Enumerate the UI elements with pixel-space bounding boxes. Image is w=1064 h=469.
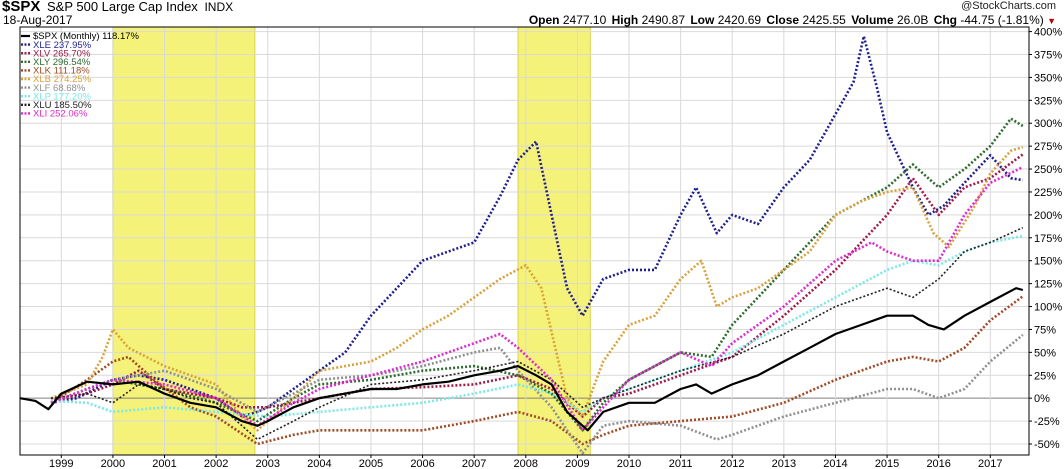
- y-tick-label: 375%: [1034, 49, 1062, 61]
- legend-entry: XLE 237.95%: [33, 40, 92, 51]
- x-tick-label: 2000: [101, 458, 125, 469]
- y-tick-label: 150%: [1034, 256, 1062, 268]
- legend-entry: XLF 68.68%: [33, 83, 86, 94]
- open-label: Open: [528, 13, 560, 27]
- y-tick-label: 250%: [1034, 164, 1062, 176]
- x-tick-label: 2013: [772, 458, 796, 469]
- x-tick-label: 2001: [152, 458, 176, 469]
- x-tick-label: 2017: [978, 458, 1002, 469]
- legend-entry: XLK 111.18%: [33, 66, 90, 77]
- volume-value: 26.0B: [896, 13, 929, 27]
- high-label: High: [611, 13, 639, 27]
- shaded-period-1: [112, 26, 256, 456]
- plot-frame: [19, 26, 1030, 456]
- series-lines: [19, 34, 1024, 455]
- x-tick-label: 2016: [926, 458, 950, 469]
- x-tick-label: 2008: [514, 458, 538, 469]
- x-tick-label: 2007: [462, 458, 486, 469]
- legend: $SPX (Monthly) 118.17%XLE 237.95%XLV 265…: [21, 31, 140, 120]
- y-tick-label: 350%: [1034, 72, 1062, 84]
- legend-entry: XLI 252.06%: [33, 109, 88, 120]
- chg-label: Chg: [933, 13, 958, 27]
- y-tick-label: -50%: [1034, 439, 1060, 451]
- y-tick-label: 225%: [1034, 187, 1062, 199]
- y-tick-label: 275%: [1034, 141, 1062, 153]
- down-arrow-icon: ▼: [1047, 16, 1056, 26]
- grid-lines: [20, 27, 1029, 455]
- x-tick-label: 2012: [720, 458, 744, 469]
- x-tick-label: 2006: [410, 458, 434, 469]
- series-line-xlv: [50, 153, 1024, 418]
- y-tick-label: -25%: [1034, 416, 1060, 428]
- legend-entry: XLV 265.70%: [33, 48, 91, 59]
- close-label: Close: [766, 13, 800, 27]
- y-tick-label: 25%: [1034, 370, 1056, 382]
- x-tick-label: 2015: [875, 458, 899, 469]
- close-value: 2425.55: [802, 13, 846, 27]
- volume-label: Volume: [851, 13, 894, 27]
- open-value: 2477.10: [562, 13, 607, 27]
- x-tick-label: 2011: [669, 458, 693, 469]
- legend-entry: XLP 177.20%: [33, 91, 91, 102]
- low-label: Low: [690, 13, 715, 27]
- y-tick-label: 300%: [1034, 118, 1062, 130]
- x-tick-label: 2014: [823, 458, 847, 469]
- x-tick-label: 2010: [617, 458, 641, 469]
- index-name: S&P 500 Large Cap Index: [46, 0, 198, 14]
- x-tick-label: 1999: [49, 458, 73, 469]
- x-tick-label: 2005: [359, 458, 383, 469]
- low-value: 2420.69: [717, 13, 762, 27]
- series-line-xlk: [50, 295, 1024, 446]
- y-tick-label: 400%: [1034, 27, 1062, 39]
- x-axis-ticks: 1999 2000 2001 2002 2003 2004 2005 2006 2007 2008…: [49, 455, 1003, 469]
- chart-date: 18-Aug-2017: [3, 13, 73, 27]
- series-line-xli: [50, 166, 1024, 432]
- chart-title: $SPX S&P 500 Large Cap Index INDX: [2, 0, 233, 15]
- series-line-xlu: [50, 226, 1024, 441]
- exchange: INDX: [204, 0, 234, 14]
- series-line-xlb: [50, 145, 1024, 432]
- shaded-periods: [112, 26, 591, 456]
- high-value: 2490.87: [641, 13, 685, 27]
- copyright: @StockCharts.com: [961, 0, 1056, 12]
- symbol: $SPX: [2, 0, 41, 15]
- x-tick-label: 2003: [255, 458, 279, 469]
- x-tick-label: 2004: [307, 458, 331, 469]
- y-tick-label: 0%: [1034, 393, 1050, 405]
- y-tick-label: 200%: [1034, 210, 1062, 222]
- y-tick-label: 75%: [1034, 324, 1056, 336]
- y-tick-label: 175%: [1034, 233, 1062, 245]
- y-tick-label: 125%: [1034, 279, 1062, 291]
- series-line-xlf: [50, 333, 1024, 455]
- y-tick-label: 100%: [1034, 302, 1062, 314]
- y-tick-label: 325%: [1034, 95, 1062, 107]
- x-tick-label: 2002: [204, 458, 228, 469]
- y-tick-label: 50%: [1034, 347, 1056, 359]
- series-line-xly: [50, 117, 1024, 432]
- legend-entry: $SPX (Monthly) 118.17%: [33, 31, 140, 42]
- series-line-spx-monthly: [19, 287, 1024, 432]
- x-tick-label: 2009: [565, 458, 589, 469]
- quote-bar: Open 2477.10 High 2490.87 Low 2420.69 Cl…: [529, 13, 1056, 27]
- y-axis-ticks: -50% -25% 0% 25% 50% 75% 100% 125% 150% 175% 200% 2…: [1029, 27, 1062, 451]
- chg-value: -44.75 (-1.81%): [960, 13, 1044, 27]
- legend-entry: XLU 185.50%: [33, 100, 92, 111]
- legend-entry: XLB 274.25%: [33, 74, 92, 85]
- legend-entry: XLY 296.54%: [33, 57, 91, 68]
